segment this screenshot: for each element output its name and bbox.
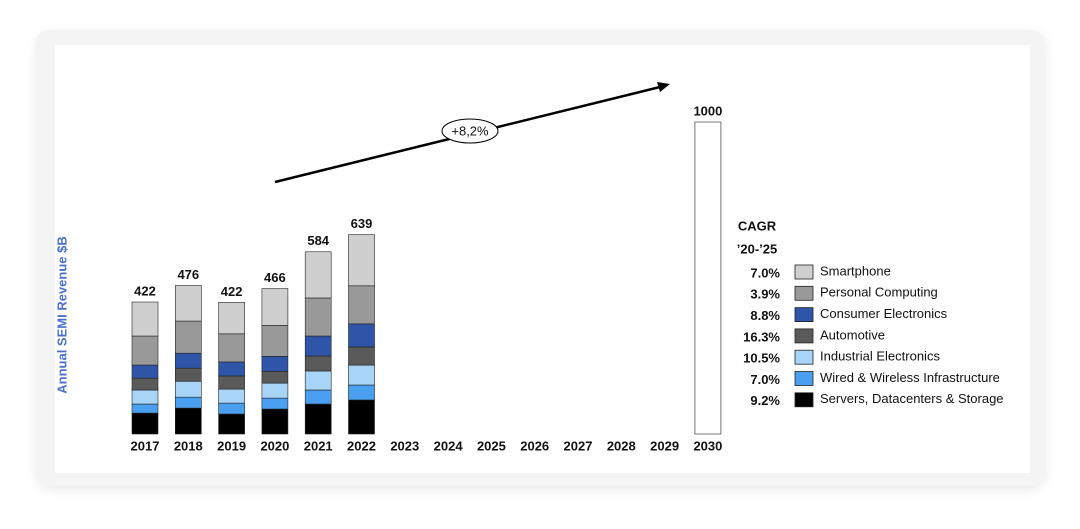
legend-label: Automotive: [820, 327, 885, 342]
legend-swatch: [794, 285, 814, 301]
cagr-value: 7.0%: [750, 372, 780, 387]
annotation-oval: [441, 118, 499, 144]
cagr-value: 9.2%: [750, 393, 780, 408]
y-axis-label: Annual SEMI Revenue $B: [54, 236, 69, 393]
bar-segment: [131, 389, 159, 405]
legend-swatch: [794, 392, 814, 408]
bar-segment: [348, 346, 375, 366]
bar-segment: [175, 285, 202, 322]
legend-swatch: [794, 371, 814, 386]
annotation: +8,2%: [451, 123, 489, 138]
bar-segment: [218, 388, 245, 404]
x-tick-label: 2030: [693, 438, 722, 453]
bar-segment: [131, 335, 159, 366]
cagr-title: CAGR: [738, 218, 777, 233]
total-label: 422: [221, 284, 243, 299]
arrow-head: [657, 82, 670, 92]
bar-segment: [261, 370, 289, 384]
cagr-value: 8.8%: [750, 308, 780, 323]
bar-segment: [175, 367, 202, 382]
bar-segment: [131, 403, 159, 414]
bar-segment: [131, 301, 159, 337]
total-label: 584: [307, 233, 329, 248]
total-label: 1000: [693, 103, 722, 118]
x-tick-label: 2019: [217, 438, 246, 453]
bar-segment: [218, 361, 245, 377]
bar-segment: [304, 355, 332, 372]
bar-segment: [261, 397, 289, 410]
bar-segment: [175, 407, 202, 435]
bar-segment: [131, 412, 159, 435]
bar-segment: [175, 320, 202, 354]
x-tick-label: 2026: [520, 438, 549, 453]
bar-segment: [304, 335, 332, 357]
bar-segment: [348, 399, 375, 435]
bar-segment: [218, 302, 245, 335]
bar-segment: [304, 403, 332, 435]
total-label: 466: [264, 270, 286, 285]
legend-label: Consumer Electronics: [820, 306, 948, 321]
bar-segment: [261, 382, 289, 399]
cagr-value: 3.9%: [750, 287, 780, 302]
total-label: 639: [351, 216, 373, 231]
bar-segment: [261, 356, 289, 372]
bar-segment: [348, 285, 375, 325]
legend-label: Personal Computing: [820, 285, 938, 300]
cagr-value: 16.3%: [743, 329, 780, 344]
bar-segment: [348, 323, 375, 348]
bar-segment: [304, 251, 332, 299]
legend-swatch: [794, 264, 814, 280]
legend-swatch: [794, 349, 814, 365]
bar-segment: [218, 333, 245, 363]
bar-segment: [218, 375, 245, 390]
bar-segment: [348, 364, 375, 386]
bar-segment: [261, 288, 289, 326]
legend-label: Industrial Electronics: [820, 349, 940, 364]
x-tick-label: 2018: [174, 438, 203, 453]
total-bar: [694, 121, 722, 435]
bar-segment: [131, 364, 159, 379]
total-label: 422: [134, 283, 156, 298]
x-tick-label: 2020: [260, 438, 289, 453]
x-tick-label: 2022: [347, 438, 376, 453]
x-tick-label: 2025: [477, 438, 506, 453]
legend-swatch: [794, 328, 814, 344]
cagr-value: 7.0%: [750, 265, 780, 280]
total-label: 476: [177, 267, 199, 282]
x-tick-label: 2029: [650, 438, 679, 453]
x-tick-label: 2017: [131, 438, 160, 453]
cagr-period: ’20-’25: [737, 241, 777, 256]
bar-segment: [261, 325, 289, 357]
bar-segment: [218, 402, 245, 415]
legend-label: Wired & Wireless Infrastructure: [820, 370, 1000, 385]
x-tick-label: 2021: [304, 438, 333, 453]
legend-label: Servers, Datacenters & Storage: [820, 391, 1004, 406]
bar-segment: [348, 384, 375, 401]
x-tick-label: 2028: [607, 438, 636, 453]
x-tick-label: 2027: [564, 438, 593, 453]
x-tick-label: 2023: [390, 438, 419, 453]
legend-swatch: [794, 307, 814, 323]
legend-label: Smartphone: [820, 263, 891, 278]
bar-segment: [131, 377, 159, 391]
bar-segment: [304, 389, 332, 405]
x-tick-label: 2024: [434, 438, 464, 453]
bar-segment: [218, 413, 245, 435]
bar-segment: [175, 352, 202, 369]
bar-segment: [304, 370, 332, 391]
bar-segment: [304, 297, 332, 337]
bar-segment: [175, 380, 202, 398]
bar-segment: [261, 408, 289, 435]
bar-segment: [175, 396, 202, 409]
bar-segment: [348, 234, 375, 287]
cagr-value: 10.5%: [743, 351, 780, 366]
